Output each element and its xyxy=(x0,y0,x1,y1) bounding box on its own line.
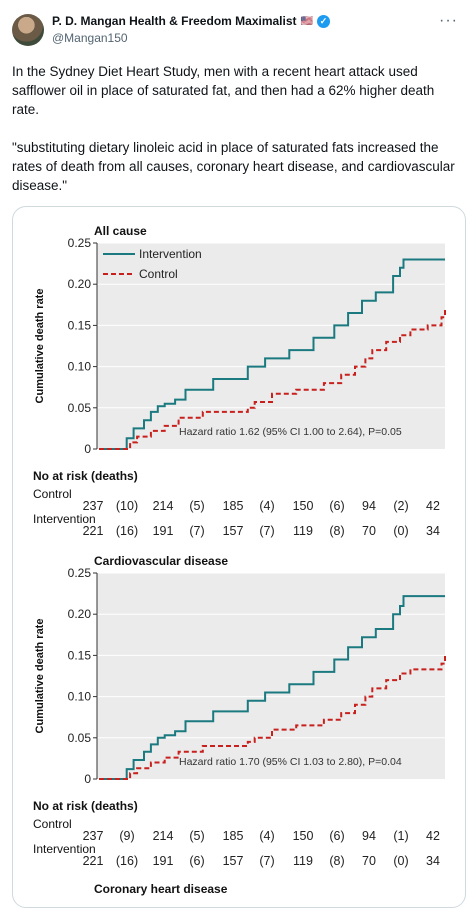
risk-value: 157 xyxy=(223,854,244,868)
risk-value: 237 xyxy=(83,499,104,513)
y-tick-label: 0.15 xyxy=(68,318,92,332)
risk-value: 34 xyxy=(426,524,440,538)
intervention-series-line xyxy=(99,595,445,780)
plot-background xyxy=(97,573,445,779)
y-tick-label: 0.10 xyxy=(68,360,92,374)
hazard-ratio-annotation: Hazard ratio 1.62 (95% CI 1.00 to 2.64),… xyxy=(179,426,402,438)
y-tick-label: 0.20 xyxy=(68,607,92,621)
author-display-name[interactable]: P. D. Mangan Health & Freedom Maximalist xyxy=(52,14,297,28)
intervention-series-line xyxy=(99,258,445,450)
risk-value: (7) xyxy=(259,524,274,538)
risk-value: 214 xyxy=(153,499,174,513)
risk-value: 70 xyxy=(362,854,376,868)
risk-value: (7) xyxy=(259,854,274,868)
y-tick-label: 0 xyxy=(84,442,91,456)
tweet-paragraph-2: "substituting dietary linoleic acid in p… xyxy=(12,140,455,193)
author-avatar[interactable] xyxy=(12,14,44,46)
y-tick-label: 0 xyxy=(84,772,91,786)
risk-value: (6) xyxy=(329,499,344,513)
risk-value: 42 xyxy=(426,499,440,513)
verified-badge-icon: ✓ xyxy=(316,14,330,28)
risk-value: 191 xyxy=(153,854,174,868)
author-handle[interactable]: @Mangan150 xyxy=(52,31,128,45)
risk-value: 221 xyxy=(83,524,104,538)
legend-intervention-label: Intervention xyxy=(139,247,202,261)
hazard-ratio-annotation: Hazard ratio 1.70 (95% CI 1.03 to 2.80),… xyxy=(179,756,402,768)
risk-value: 191 xyxy=(153,524,174,538)
risk-value: 42 xyxy=(426,829,440,843)
risk-value: (5) xyxy=(189,499,204,513)
risk-value: 119 xyxy=(293,524,313,538)
risk-value: (9) xyxy=(119,829,134,843)
y-tick-label: 0.15 xyxy=(68,648,92,662)
risk-value: 150 xyxy=(293,499,314,513)
risk-value: (4) xyxy=(259,829,274,843)
risk-value: (0) xyxy=(393,524,408,538)
y-tick-label: 0.25 xyxy=(68,566,92,580)
chart-title: All cause xyxy=(94,224,147,238)
risk-value: (4) xyxy=(259,499,274,513)
risk-value: 214 xyxy=(153,829,174,843)
tweet-paragraph-1: In the Sydney Diet Heart Study, men with… xyxy=(12,64,435,117)
risk-value: (2) xyxy=(393,499,408,513)
y-tick-label: 0.10 xyxy=(68,690,92,704)
risk-value: 221 xyxy=(83,854,104,868)
us-flag-icon: 🇺🇸 xyxy=(300,15,313,27)
chart-title: Cardiovascular disease xyxy=(94,554,228,568)
risk-value: 185 xyxy=(223,499,244,513)
risk-value: 119 xyxy=(293,854,313,868)
risk-group-label: Control xyxy=(33,487,72,501)
control-series-line xyxy=(99,308,446,450)
survival-charts: All cause 0 0.05 0.10 0.15 0.20 0.25 Cumulative… xyxy=(33,224,446,896)
risk-value: (0) xyxy=(393,854,408,868)
chart-title: Coronary heart disease xyxy=(94,882,228,896)
risk-table-heading: No at risk (deaths) xyxy=(33,469,138,483)
risk-value: 94 xyxy=(362,499,376,513)
plot-background xyxy=(97,243,445,449)
y-axis-label: Cumulative death rate xyxy=(34,289,46,404)
risk-value: 157 xyxy=(223,524,244,538)
risk-value: (6) xyxy=(329,829,344,843)
y-tick-label: 0.05 xyxy=(68,401,92,415)
risk-value: (1) xyxy=(393,829,408,843)
risk-value: 94 xyxy=(362,829,376,843)
y-tick-label: 0.25 xyxy=(68,236,92,250)
risk-value: 185 xyxy=(223,829,244,843)
attached-image[interactable]: All cause 0 0.05 0.10 0.15 0.20 0.25 Cumulative… xyxy=(12,206,466,908)
tweet-text: In the Sydney Diet Heart Study, men with… xyxy=(12,62,462,214)
risk-group-label: Intervention xyxy=(33,512,96,526)
risk-value: (8) xyxy=(329,854,344,868)
risk-value: (16) xyxy=(116,524,138,538)
y-axis-label: Cumulative death rate xyxy=(34,619,46,734)
risk-group-label: Intervention xyxy=(33,842,96,856)
risk-value: 70 xyxy=(362,524,376,538)
more-options-icon[interactable]: ··· xyxy=(439,12,458,29)
y-tick-label: 0.20 xyxy=(68,277,92,291)
risk-value: (16) xyxy=(116,854,138,868)
risk-value: (6) xyxy=(189,854,204,868)
risk-table-heading: No at risk (deaths) xyxy=(33,799,138,813)
risk-value: 34 xyxy=(426,854,440,868)
risk-value: (8) xyxy=(329,524,344,538)
risk-value: (7) xyxy=(189,524,204,538)
risk-group-label: Control xyxy=(33,817,72,831)
risk-value: 150 xyxy=(293,829,314,843)
risk-value: (10) xyxy=(116,499,138,513)
risk-value: (5) xyxy=(189,829,204,843)
risk-value: 237 xyxy=(83,829,104,843)
author-name-row[interactable]: P. D. Mangan Health & Freedom Maximalist… xyxy=(52,14,330,28)
y-tick-label: 0.05 xyxy=(68,731,92,745)
control-series-line xyxy=(99,655,446,780)
legend-control-label: Control xyxy=(139,267,178,281)
